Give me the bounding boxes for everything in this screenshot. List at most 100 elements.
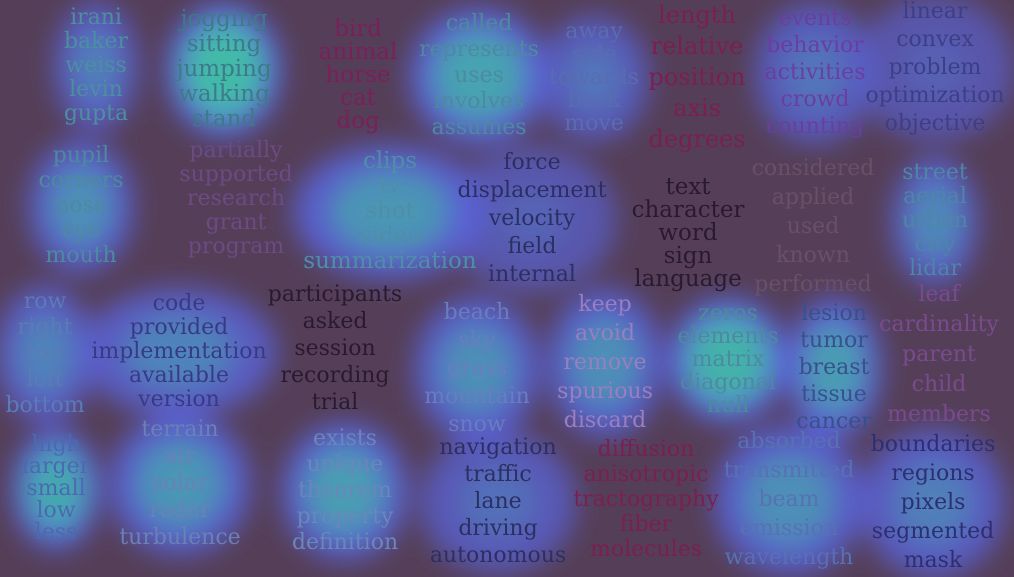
word-actions-1: sitting <box>186 31 262 58</box>
word-applied-2: used <box>786 214 840 240</box>
word-crowd-0: events <box>778 6 852 32</box>
word-geometry-1: relative <box>650 31 744 60</box>
word-geometry-4: degrees <box>648 124 746 153</box>
word-outdoor-1: sky <box>458 328 496 354</box>
word-driving-3: driving <box>458 516 538 542</box>
word-math-1: unique <box>306 452 384 478</box>
word-outdoor-2: grass <box>446 356 508 382</box>
word-optics-3: emission <box>740 516 838 542</box>
word-hierarchy-0: leaf <box>918 282 960 308</box>
word-represent-2: uses <box>454 63 504 89</box>
word-research-1: supported <box>179 162 293 188</box>
word-outdoor-4: snow <box>448 412 506 438</box>
glow-code-core <box>124 315 234 389</box>
word-avoid-0: keep <box>578 292 632 318</box>
word-diffusion-3: fiber <box>619 512 673 538</box>
word-geometry-3: axis <box>673 93 721 122</box>
glow-medical-core <box>803 323 865 414</box>
glow-physics-core <box>495 187 569 252</box>
word-diffusion-1: anisotropic <box>583 462 709 488</box>
word-hierarchy-4: members <box>887 402 991 428</box>
glow-matrix-core <box>686 317 770 404</box>
word-environment-1: air <box>164 444 196 470</box>
word-direction-2: towards <box>549 65 639 91</box>
word-face-2: nose <box>55 193 107 219</box>
word-study-2: session <box>294 336 376 362</box>
word-study-1: asked <box>302 309 368 335</box>
word-size-2: small <box>26 476 86 502</box>
word-avoid-3: spurious <box>557 379 653 405</box>
word-crowd-4: counting <box>765 114 865 140</box>
word-physics-0: force <box>503 150 561 176</box>
word-matrix-4: null <box>706 393 750 419</box>
word-medical-2: breast <box>798 355 870 381</box>
word-applied-1: applied <box>771 185 855 211</box>
glow-direction-core <box>566 46 622 111</box>
word-applied-0: considered <box>751 156 875 182</box>
word-outdoor-0: beach <box>443 300 511 326</box>
word-math-0: exists <box>313 426 377 452</box>
word-crowd-2: activities <box>764 60 866 86</box>
word-study-3: recording <box>280 363 390 389</box>
glow-grid-core <box>17 315 73 393</box>
word-actions-3: walking <box>178 81 270 108</box>
word-matrix-3: diagonal <box>680 370 776 396</box>
word-text-4: language <box>634 266 742 293</box>
word-diffusion-0: diffusion <box>597 437 695 463</box>
word-math-2: theorem <box>298 478 392 504</box>
word-driving-2: lane <box>474 489 522 515</box>
word-optics-1: transmitted <box>723 458 855 484</box>
word-physics-4: internal <box>488 262 576 288</box>
glow-math-core <box>305 447 385 535</box>
word-segmentation-1: regions <box>891 461 975 487</box>
glow-environment-core <box>136 440 224 528</box>
word-research-0: partially <box>189 138 283 164</box>
word-applied-3: known <box>776 243 850 269</box>
word-matrix-2: matrix <box>691 347 765 373</box>
glow-outdoor-core <box>439 325 515 413</box>
word-text-2: word <box>658 220 718 247</box>
word-medical-3: tissue <box>801 382 867 408</box>
word-actions-2: jumping <box>176 56 272 83</box>
word-optimization-3: optimization <box>865 83 1005 109</box>
word-segmentation-4: mask <box>903 548 963 574</box>
word-animals-4: dog <box>336 108 380 135</box>
glow-avoid-core <box>570 318 640 408</box>
word-represent-0: called <box>445 11 513 37</box>
word-video-3: video <box>358 223 422 250</box>
word-environment-4: turbulence <box>119 525 241 551</box>
word-research-2: research <box>187 186 285 212</box>
word-face-4: mouth <box>45 243 117 269</box>
word-grid-4: bottom <box>5 393 85 419</box>
word-names-1: baker <box>63 29 129 55</box>
word-text-0: text <box>665 174 711 201</box>
word-medical-1: tumor <box>800 328 868 354</box>
word-face-3: eye <box>61 218 101 244</box>
word-represent-1: represents <box>419 37 539 63</box>
word-diffusion-2: tractography <box>573 487 719 513</box>
word-size-4: less <box>34 520 78 546</box>
word-applied-4: performed <box>754 272 872 298</box>
word-segmentation-2: pixels <box>900 490 966 516</box>
word-geometry-2: position <box>648 62 746 91</box>
word-segmentation-0: boundaries <box>870 432 996 458</box>
word-size-0: high <box>31 432 81 458</box>
word-urban-3: city <box>914 232 956 258</box>
word-environment-2: solar <box>152 471 208 497</box>
word-optimization-2: problem <box>888 55 982 81</box>
word-animals-1: animal <box>318 39 398 66</box>
word-medical-4: cancer <box>796 409 872 435</box>
word-size-1: larger <box>21 454 91 480</box>
word-animals-2: horse <box>325 62 391 89</box>
word-represent-4: assumes <box>431 115 527 141</box>
word-urban-4: lidar <box>909 256 961 282</box>
word-study-0: participants <box>267 282 403 308</box>
word-names-3: levin <box>69 77 123 103</box>
word-physics-3: field <box>507 234 557 260</box>
word-optics-2: beam <box>758 487 820 513</box>
word-code-1: provided <box>129 315 229 341</box>
word-video-1: tv <box>378 173 402 200</box>
word-video-0: clips <box>362 148 418 175</box>
